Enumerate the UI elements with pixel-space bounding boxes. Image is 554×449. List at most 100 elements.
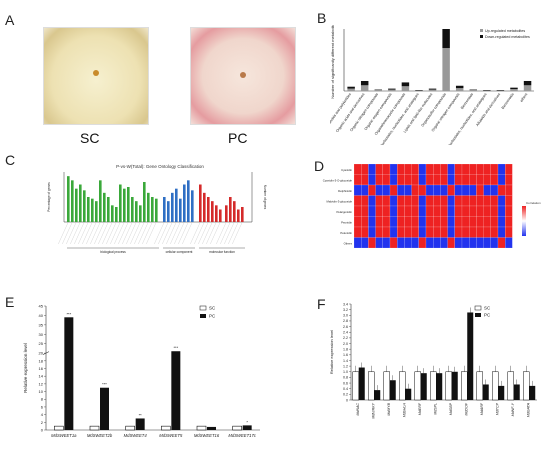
c-tick-leader xyxy=(190,221,201,245)
d-cell xyxy=(389,163,398,175)
d-cell xyxy=(490,184,499,196)
c-tick-leader xyxy=(182,221,193,245)
e-bar-pc xyxy=(242,425,252,430)
f-bar-sc xyxy=(414,371,421,401)
d-cell xyxy=(505,163,513,175)
d-cell xyxy=(361,195,369,207)
d-cell xyxy=(361,226,369,238)
f-bar-sc xyxy=(352,371,359,401)
c-bar-cc xyxy=(163,197,166,222)
c-tick-leader xyxy=(206,221,217,245)
e-bar-pc xyxy=(64,317,74,430)
go-classification-chart: P-vs-W(Total): Gene Ontology Classificat… xyxy=(47,164,267,254)
d-cell xyxy=(440,205,448,217)
b-bar-up xyxy=(347,88,355,91)
d-cell xyxy=(440,184,448,196)
c-tick-leader xyxy=(158,221,169,245)
f-y-tick-label: 2.0 xyxy=(343,342,348,346)
c-tick-leader xyxy=(142,221,153,245)
c-ylabel-left: Percentage of genes xyxy=(47,182,51,212)
d-cell xyxy=(397,216,405,228)
c-bar-bp xyxy=(75,188,78,222)
d-cell xyxy=(375,174,383,186)
f-y-tick-label: 1.0 xyxy=(343,370,348,374)
d-cell xyxy=(418,184,427,196)
d-cell xyxy=(497,226,506,238)
b-tick-label: Organosulfur compounds xyxy=(421,92,448,128)
b-bar-up xyxy=(428,89,437,91)
c-tick-leader xyxy=(174,221,185,245)
c-tick-leader xyxy=(106,221,117,245)
d-cell xyxy=(469,226,477,238)
d-cell xyxy=(469,205,477,217)
f-bar-sc xyxy=(445,371,452,401)
d-cell xyxy=(454,163,463,175)
b-bar-down xyxy=(442,29,450,49)
f-bar-sc xyxy=(383,371,390,401)
d-cell xyxy=(418,205,427,217)
d-cell xyxy=(389,237,398,249)
f-y-label: Relative expression level xyxy=(329,330,334,374)
d-cell xyxy=(425,174,434,186)
d-cell xyxy=(447,195,455,207)
d-cell xyxy=(404,237,412,249)
d-cell xyxy=(476,174,484,186)
d-cell xyxy=(425,205,434,217)
f-category-label: MdERF xyxy=(418,402,422,415)
b-tick-label: Organic nitrogen compounds xyxy=(431,92,461,132)
d-cell xyxy=(461,163,470,175)
f-bar-pc xyxy=(436,373,443,400)
d-cell xyxy=(490,163,499,175)
d-cell xyxy=(389,174,398,186)
d-cell xyxy=(469,163,477,175)
c-bar-bp xyxy=(123,188,126,222)
d-cell xyxy=(404,174,412,186)
d-cell xyxy=(368,184,376,196)
c-tick-leader xyxy=(66,221,77,245)
d-cell xyxy=(433,216,441,228)
c-tick-leader xyxy=(202,221,213,245)
c-bar-bp xyxy=(155,198,158,222)
pc-apple-slice-photo xyxy=(190,27,296,125)
d-row-label: Peonidin xyxy=(341,220,352,224)
pc-label: PC xyxy=(228,130,248,146)
d-cell xyxy=(483,216,491,228)
d-cell xyxy=(490,205,499,217)
d-cell xyxy=(404,226,412,238)
b-bar-up xyxy=(442,48,450,91)
d-cell xyxy=(469,174,477,186)
e-axis-break xyxy=(42,351,50,355)
b-tick-label: Benzenoids xyxy=(501,92,515,110)
d-cell xyxy=(411,226,419,238)
c-tick-leader xyxy=(162,221,173,245)
c-bar-cc xyxy=(175,188,178,222)
d-cell xyxy=(353,163,362,175)
d-cell xyxy=(469,216,477,228)
e-y-tick-label: 20 xyxy=(39,351,44,356)
f-bar-sc xyxy=(399,371,406,401)
d-legend-gradient xyxy=(522,206,526,236)
d-cell xyxy=(476,195,484,207)
d-cell xyxy=(411,163,419,175)
d-cell xyxy=(397,174,405,186)
c-ylabel-right: Number of genes xyxy=(263,185,267,210)
d-row-label: Delphinidin xyxy=(338,189,352,193)
c-bar-bp xyxy=(111,205,114,222)
b-bar-up xyxy=(374,90,382,91)
d-cell xyxy=(461,237,470,249)
d-cell xyxy=(382,184,391,196)
b-y-label: Number of significantly different metabo… xyxy=(330,25,335,99)
d-cell xyxy=(361,237,369,249)
panel-label-f: F xyxy=(317,296,326,312)
heatmap-legend-title: Correlation xyxy=(526,201,541,205)
e-star: *** xyxy=(173,345,178,350)
d-cell xyxy=(368,205,376,217)
d-cell xyxy=(397,237,405,249)
e-bar-pc xyxy=(171,351,181,430)
b-bar-down xyxy=(455,85,464,89)
d-cell xyxy=(469,195,477,207)
d-cell xyxy=(425,195,434,207)
e-y-tick-label: 14 xyxy=(39,374,44,379)
d-cell xyxy=(353,237,362,249)
c-bar-mf xyxy=(203,192,206,222)
